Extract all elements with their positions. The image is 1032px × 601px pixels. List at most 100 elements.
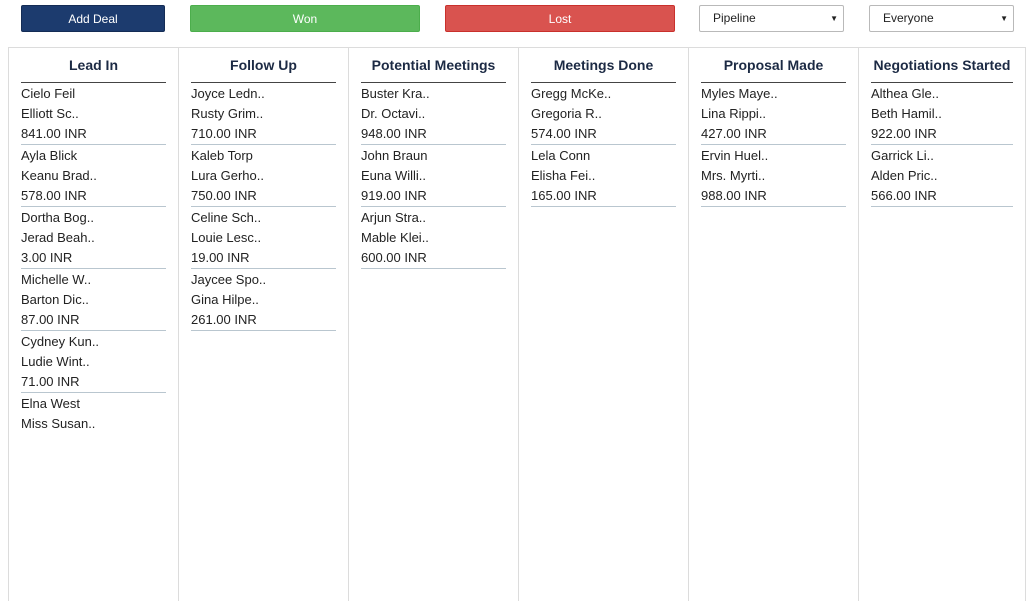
deal-organization: Louie Lesc.. xyxy=(191,230,262,245)
deal-value: 165.00 INR xyxy=(531,188,597,203)
deal-value: 566.00 INR xyxy=(871,188,937,203)
deal-card[interactable]: Dortha Bog.. Jerad Beah.. 3.00 INR xyxy=(21,207,166,269)
deal-person: Celine Sch.. xyxy=(191,210,262,225)
deal-list: Althea Gle.. Beth Hamil.. 922.00 INR Gar… xyxy=(871,83,1013,207)
deal-person: Cydney Kun.. xyxy=(21,334,100,349)
deal-card[interactable]: Arjun Stra.. Mable Klei.. 600.00 INR xyxy=(361,207,506,269)
deal-value: 750.00 INR xyxy=(191,188,257,203)
deal-person: John Braun xyxy=(361,148,428,163)
deal-value: 3.00 INR xyxy=(21,250,73,265)
deal-person: Myles Maye.. xyxy=(701,86,778,101)
stage-column-potential-meetings: Potential Meetings Buster Kra.. Dr. Octa… xyxy=(348,48,518,601)
toolbar: Add Deal Won Lost Pipeline ▼ Everyone ▼ xyxy=(0,0,1032,42)
stage-title: Negotiations Started xyxy=(871,57,1013,83)
deal-value: 427.00 INR xyxy=(701,126,767,141)
deal-organization: Jerad Beah.. xyxy=(21,230,95,245)
deal-organization: Lura Gerho.. xyxy=(191,168,264,183)
add-deal-button[interactable]: Add Deal xyxy=(21,5,165,32)
deal-card[interactable]: Jaycee Spo.. Gina Hilpe.. 261.00 INR xyxy=(191,269,336,331)
deal-organization: Euna Willi.. xyxy=(361,168,427,183)
deal-organization: Alden Pric.. xyxy=(871,168,938,183)
deal-organization: Gina Hilpe.. xyxy=(191,292,259,307)
deal-value: 71.00 INR xyxy=(21,374,80,389)
pipeline-select-value: Pipeline xyxy=(713,11,756,25)
deal-value: 710.00 INR xyxy=(191,126,257,141)
deal-value: 19.00 INR xyxy=(191,250,250,265)
deal-value: 841.00 INR xyxy=(21,126,87,141)
deal-organization: Dr. Octavi.. xyxy=(361,106,426,121)
deal-person: Arjun Stra.. xyxy=(361,210,427,225)
stage-title: Meetings Done xyxy=(531,57,676,83)
deal-person: Elna West xyxy=(21,396,81,411)
deal-organization: Mable Klei.. xyxy=(361,230,429,245)
deal-organization: Mrs. Myrti.. xyxy=(701,168,766,183)
deal-card[interactable]: Gregg McKe.. Gregoria R.. 574.00 INR xyxy=(531,83,676,145)
deal-person: Cielo Feil xyxy=(21,86,76,101)
deal-value: 578.00 INR xyxy=(21,188,87,203)
deal-person: Lela Conn xyxy=(531,148,591,163)
deal-card[interactable]: Ayla Blick Keanu Brad.. 578.00 INR xyxy=(21,145,166,207)
deal-person: Ayla Blick xyxy=(21,148,78,163)
deal-list: Myles Maye.. Lina Rippi.. 427.00 INR Erv… xyxy=(701,83,846,207)
deal-card[interactable]: Michelle W.. Barton Dic.. 87.00 INR xyxy=(21,269,166,331)
deal-card[interactable]: Althea Gle.. Beth Hamil.. 922.00 INR xyxy=(871,83,1013,145)
stage-column-follow-up: Follow Up Joyce Ledn.. Rusty Grim.. 710.… xyxy=(178,48,348,601)
deal-card[interactable]: Garrick Li.. Alden Pric.. 566.00 INR xyxy=(871,145,1013,207)
deal-person: Joyce Ledn.. xyxy=(191,86,265,101)
stage-title: Follow Up xyxy=(191,57,336,83)
pipeline-board: Lead In Cielo Feil Elliott Sc.. 841.00 I… xyxy=(8,47,1026,601)
deal-organization: Rusty Grim.. xyxy=(191,106,264,121)
deal-person: Kaleb Torp xyxy=(191,148,253,163)
deal-card[interactable]: Kaleb Torp Lura Gerho.. 750.00 INR xyxy=(191,145,336,207)
deal-person: Althea Gle.. xyxy=(871,86,939,101)
deal-list: Gregg McKe.. Gregoria R.. 574.00 INR Lel… xyxy=(531,83,676,207)
deal-organization: Keanu Brad.. xyxy=(21,168,97,183)
deal-card[interactable]: Lela Conn Elisha Fei.. 165.00 INR xyxy=(531,145,676,207)
deal-card[interactable]: Joyce Ledn.. Rusty Grim.. 710.00 INR xyxy=(191,83,336,145)
deal-person: Buster Kra.. xyxy=(361,86,430,101)
deal-person: Gregg McKe.. xyxy=(531,86,612,101)
deal-list: Joyce Ledn.. Rusty Grim.. 710.00 INR Kal… xyxy=(191,83,336,331)
deal-value: 87.00 INR xyxy=(21,312,80,327)
chevron-down-icon: ▼ xyxy=(1000,14,1008,23)
deal-person: Jaycee Spo.. xyxy=(191,272,267,287)
deal-card[interactable]: Celine Sch.. Louie Lesc.. 19.00 INR xyxy=(191,207,336,269)
deal-organization: Elliott Sc.. xyxy=(21,106,79,121)
deal-card[interactable]: Elna West Miss Susan.. xyxy=(21,393,166,454)
deal-value: 600.00 INR xyxy=(361,250,427,265)
deal-card[interactable]: Ervin Huel.. Mrs. Myrti.. 988.00 INR xyxy=(701,145,846,207)
deal-person: Dortha Bog.. xyxy=(21,210,94,225)
deal-organization: Beth Hamil.. xyxy=(871,106,942,121)
stage-title: Lead In xyxy=(21,57,166,83)
deal-person: Garrick Li.. xyxy=(871,148,934,163)
deal-organization: Lina Rippi.. xyxy=(701,106,767,121)
owner-filter-value: Everyone xyxy=(883,11,934,25)
stage-title: Proposal Made xyxy=(701,57,846,83)
deal-person: Michelle W.. xyxy=(21,272,92,287)
stage-title: Potential Meetings xyxy=(361,57,506,83)
deal-value: 948.00 INR xyxy=(361,126,427,141)
deal-organization: Ludie Wint.. xyxy=(21,354,90,369)
stage-column-negotiations-started: Negotiations Started Althea Gle.. Beth H… xyxy=(858,48,1026,601)
stage-column-meetings-done: Meetings Done Gregg McKe.. Gregoria R.. … xyxy=(518,48,688,601)
deal-value: 988.00 INR xyxy=(701,188,767,203)
deal-card[interactable]: Cydney Kun.. Ludie Wint.. 71.00 INR xyxy=(21,331,166,393)
owner-filter-select[interactable]: Everyone ▼ xyxy=(869,5,1014,32)
deal-card[interactable]: Myles Maye.. Lina Rippi.. 427.00 INR xyxy=(701,83,846,145)
deal-value: 919.00 INR xyxy=(361,188,427,203)
deal-list: Buster Kra.. Dr. Octavi.. 948.00 INR Joh… xyxy=(361,83,506,269)
deal-list: Cielo Feil Elliott Sc.. 841.00 INR Ayla … xyxy=(21,83,166,454)
deal-organization: Barton Dic.. xyxy=(21,292,89,307)
deal-value: 261.00 INR xyxy=(191,312,257,327)
won-button[interactable]: Won xyxy=(190,5,420,32)
deal-card[interactable]: Buster Kra.. Dr. Octavi.. 948.00 INR xyxy=(361,83,506,145)
deal-organization: Miss Susan.. xyxy=(21,416,96,431)
stage-column-proposal-made: Proposal Made Myles Maye.. Lina Rippi.. … xyxy=(688,48,858,601)
deal-value: 922.00 INR xyxy=(871,126,937,141)
pipeline-select[interactable]: Pipeline ▼ xyxy=(699,5,844,32)
deal-card[interactable]: Cielo Feil Elliott Sc.. 841.00 INR xyxy=(21,83,166,145)
deal-person: Ervin Huel.. xyxy=(701,148,769,163)
deal-card[interactable]: John Braun Euna Willi.. 919.00 INR xyxy=(361,145,506,207)
lost-button[interactable]: Lost xyxy=(445,5,675,32)
deal-organization: Elisha Fei.. xyxy=(531,168,596,183)
